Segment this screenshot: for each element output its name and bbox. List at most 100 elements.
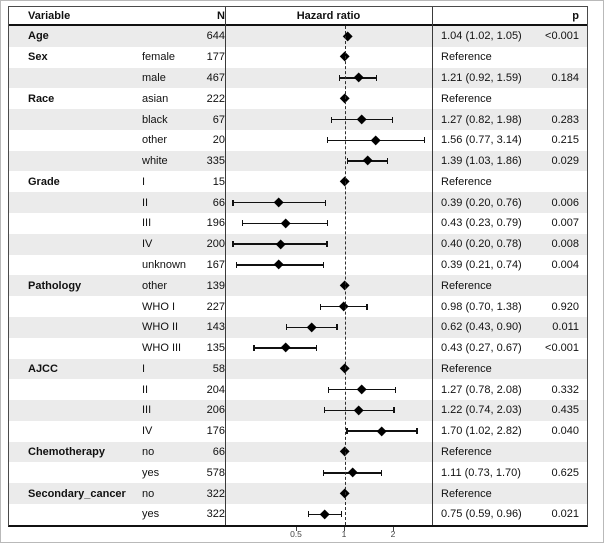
ci-cap-high bbox=[423, 137, 426, 144]
p-value: 0.215 bbox=[551, 134, 579, 147]
p-value: <0.001 bbox=[545, 342, 579, 355]
diamond-marker bbox=[306, 322, 317, 333]
hr-ci-text: 1.27 (0.78, 2.08) bbox=[441, 383, 522, 396]
ci-cap-low bbox=[339, 74, 341, 81]
level-label: WHO II bbox=[142, 321, 179, 334]
estimate-cell: 1.56 (0.77, 3.14) 0.215 bbox=[432, 134, 587, 146]
variable-label: Grade bbox=[28, 175, 60, 188]
forest-plot-cell bbox=[225, 379, 432, 400]
table-row: yes 578 1.11 (0.73, 1.70) 0.625 bbox=[9, 462, 587, 483]
estimate-cell: Reference bbox=[432, 280, 587, 292]
table-row: WHO I 227 0.98 (0.70, 1.38) 0.920 bbox=[9, 296, 587, 317]
estimate-cell: Reference bbox=[432, 93, 587, 105]
forest-plot-cell bbox=[225, 504, 432, 525]
forest-plot-cell bbox=[225, 483, 432, 504]
axis-label-1: 1 bbox=[341, 529, 347, 539]
p-value: 0.283 bbox=[551, 113, 579, 126]
diamond-marker bbox=[280, 342, 292, 354]
diamond-marker bbox=[376, 426, 388, 437]
estimate-cell: Reference bbox=[432, 176, 587, 188]
n-value: 322 bbox=[206, 508, 225, 521]
diamond-marker bbox=[370, 135, 382, 146]
ci-cap-high bbox=[340, 511, 343, 518]
forest-plot-cell bbox=[225, 47, 432, 68]
hr-ci-text: 0.62 (0.43, 0.90) bbox=[441, 321, 522, 334]
hr-ci-text: Reference bbox=[441, 175, 492, 188]
hr-ci-text: Reference bbox=[441, 51, 492, 64]
diamond-marker bbox=[319, 509, 331, 520]
estimate-cell: 1.22 (0.74, 2.03) 0.435 bbox=[432, 404, 587, 416]
hr-ci-text: 1.11 (0.73, 1.70) bbox=[441, 466, 521, 479]
table-row: II 204 1.27 (0.78, 2.08) 0.332 bbox=[9, 379, 587, 400]
ci-cap-high bbox=[380, 469, 383, 476]
level-label: WHO III bbox=[142, 342, 182, 355]
estimate-cell: 1.39 (1.03, 1.86) 0.029 bbox=[432, 155, 587, 167]
n-value: 176 bbox=[206, 425, 225, 438]
hr-ci-text: 1.21 (0.92, 1.59) bbox=[441, 71, 522, 84]
level-label: white bbox=[142, 155, 168, 168]
diamond-marker bbox=[356, 114, 367, 125]
forest-plot-cell bbox=[225, 234, 432, 255]
p-value: 0.920 bbox=[551, 300, 579, 313]
diamond-marker bbox=[280, 218, 292, 229]
table-row: WHO III 135 0.43 (0.27, 0.67) <0.001 bbox=[9, 338, 587, 359]
estimate-cell: Reference bbox=[432, 51, 587, 63]
header-hazard-ratio: Hazard ratio bbox=[296, 9, 361, 22]
ci-cap-high bbox=[387, 158, 389, 165]
ci-cap-low bbox=[331, 116, 333, 123]
table-row: yes 322 0.75 (0.59, 0.96) 0.021 bbox=[9, 504, 587, 525]
hr-ci-text: Reference bbox=[441, 446, 492, 459]
estimate-cell: 0.62 (0.43, 0.90) 0.011 bbox=[432, 321, 587, 333]
forest-plot-cell bbox=[225, 421, 432, 442]
hr-ci-text: 0.39 (0.21, 0.74) bbox=[441, 258, 522, 271]
level-label: II bbox=[142, 383, 149, 396]
estimate-cell: 1.21 (0.92, 1.59) 0.184 bbox=[432, 72, 587, 84]
level-label: yes bbox=[142, 466, 160, 479]
estimate-cell: 0.40 (0.20, 0.78) 0.008 bbox=[432, 238, 587, 250]
level-label: black bbox=[142, 113, 168, 126]
variable-label: Race bbox=[28, 92, 55, 105]
ci-cap-low bbox=[232, 241, 234, 248]
ci-cap-low bbox=[326, 137, 328, 144]
diamond-marker bbox=[273, 259, 285, 271]
table-row: Sex female 177 Reference bbox=[9, 47, 587, 68]
hr-ci-text: 1.27 (0.82, 1.98) bbox=[441, 113, 522, 126]
estimate-cell: 1.70 (1.02, 2.82) 0.040 bbox=[432, 425, 587, 437]
ci-cap-low bbox=[242, 220, 244, 227]
diamond-marker bbox=[338, 301, 349, 312]
diamond-marker bbox=[273, 197, 285, 208]
ci-cap-high bbox=[322, 261, 324, 268]
diamond-marker bbox=[362, 155, 374, 167]
n-value: 335 bbox=[206, 155, 225, 168]
forest-plot-cell bbox=[225, 192, 432, 213]
level-label: III bbox=[142, 217, 152, 230]
ci-cap-high bbox=[327, 220, 329, 227]
estimate-cell: 0.75 (0.59, 0.96) 0.021 bbox=[432, 508, 587, 520]
table-row: Secondary_cancer no 322 Reference bbox=[9, 483, 587, 504]
column-divider-left bbox=[225, 7, 226, 525]
n-value: 15 bbox=[212, 175, 225, 188]
axis-tick-0.5 bbox=[295, 527, 297, 531]
ci-cap-high bbox=[395, 386, 397, 393]
ci-cap-high bbox=[376, 74, 378, 81]
level-label: II bbox=[142, 196, 149, 209]
variable-label: Age bbox=[28, 30, 49, 43]
estimate-cell: Reference bbox=[432, 363, 587, 375]
level-label: III bbox=[142, 404, 152, 417]
forest-plot-cell bbox=[225, 26, 432, 47]
header-p: p bbox=[572, 9, 579, 22]
hr-ci-text: 1.56 (0.77, 3.14) bbox=[441, 134, 522, 147]
ci-cap-high bbox=[326, 241, 328, 248]
level-label: unknown bbox=[142, 258, 187, 271]
hr-ci-text: 0.43 (0.27, 0.67) bbox=[441, 342, 522, 355]
axis-label-0.5: 0.5 bbox=[290, 529, 302, 539]
p-value: <0.001 bbox=[545, 30, 579, 43]
estimate-cell: 0.43 (0.27, 0.67) <0.001 bbox=[432, 342, 587, 354]
table-row: WHO II 143 0.62 (0.43, 0.90) 0.011 bbox=[9, 316, 587, 338]
forest-plot-cell bbox=[225, 88, 432, 109]
ci-cap-high bbox=[324, 199, 326, 206]
p-value: 0.004 bbox=[551, 258, 579, 271]
forest-plot-cell bbox=[225, 317, 432, 338]
hr-ci-text: 0.39 (0.20, 0.76) bbox=[441, 196, 522, 209]
